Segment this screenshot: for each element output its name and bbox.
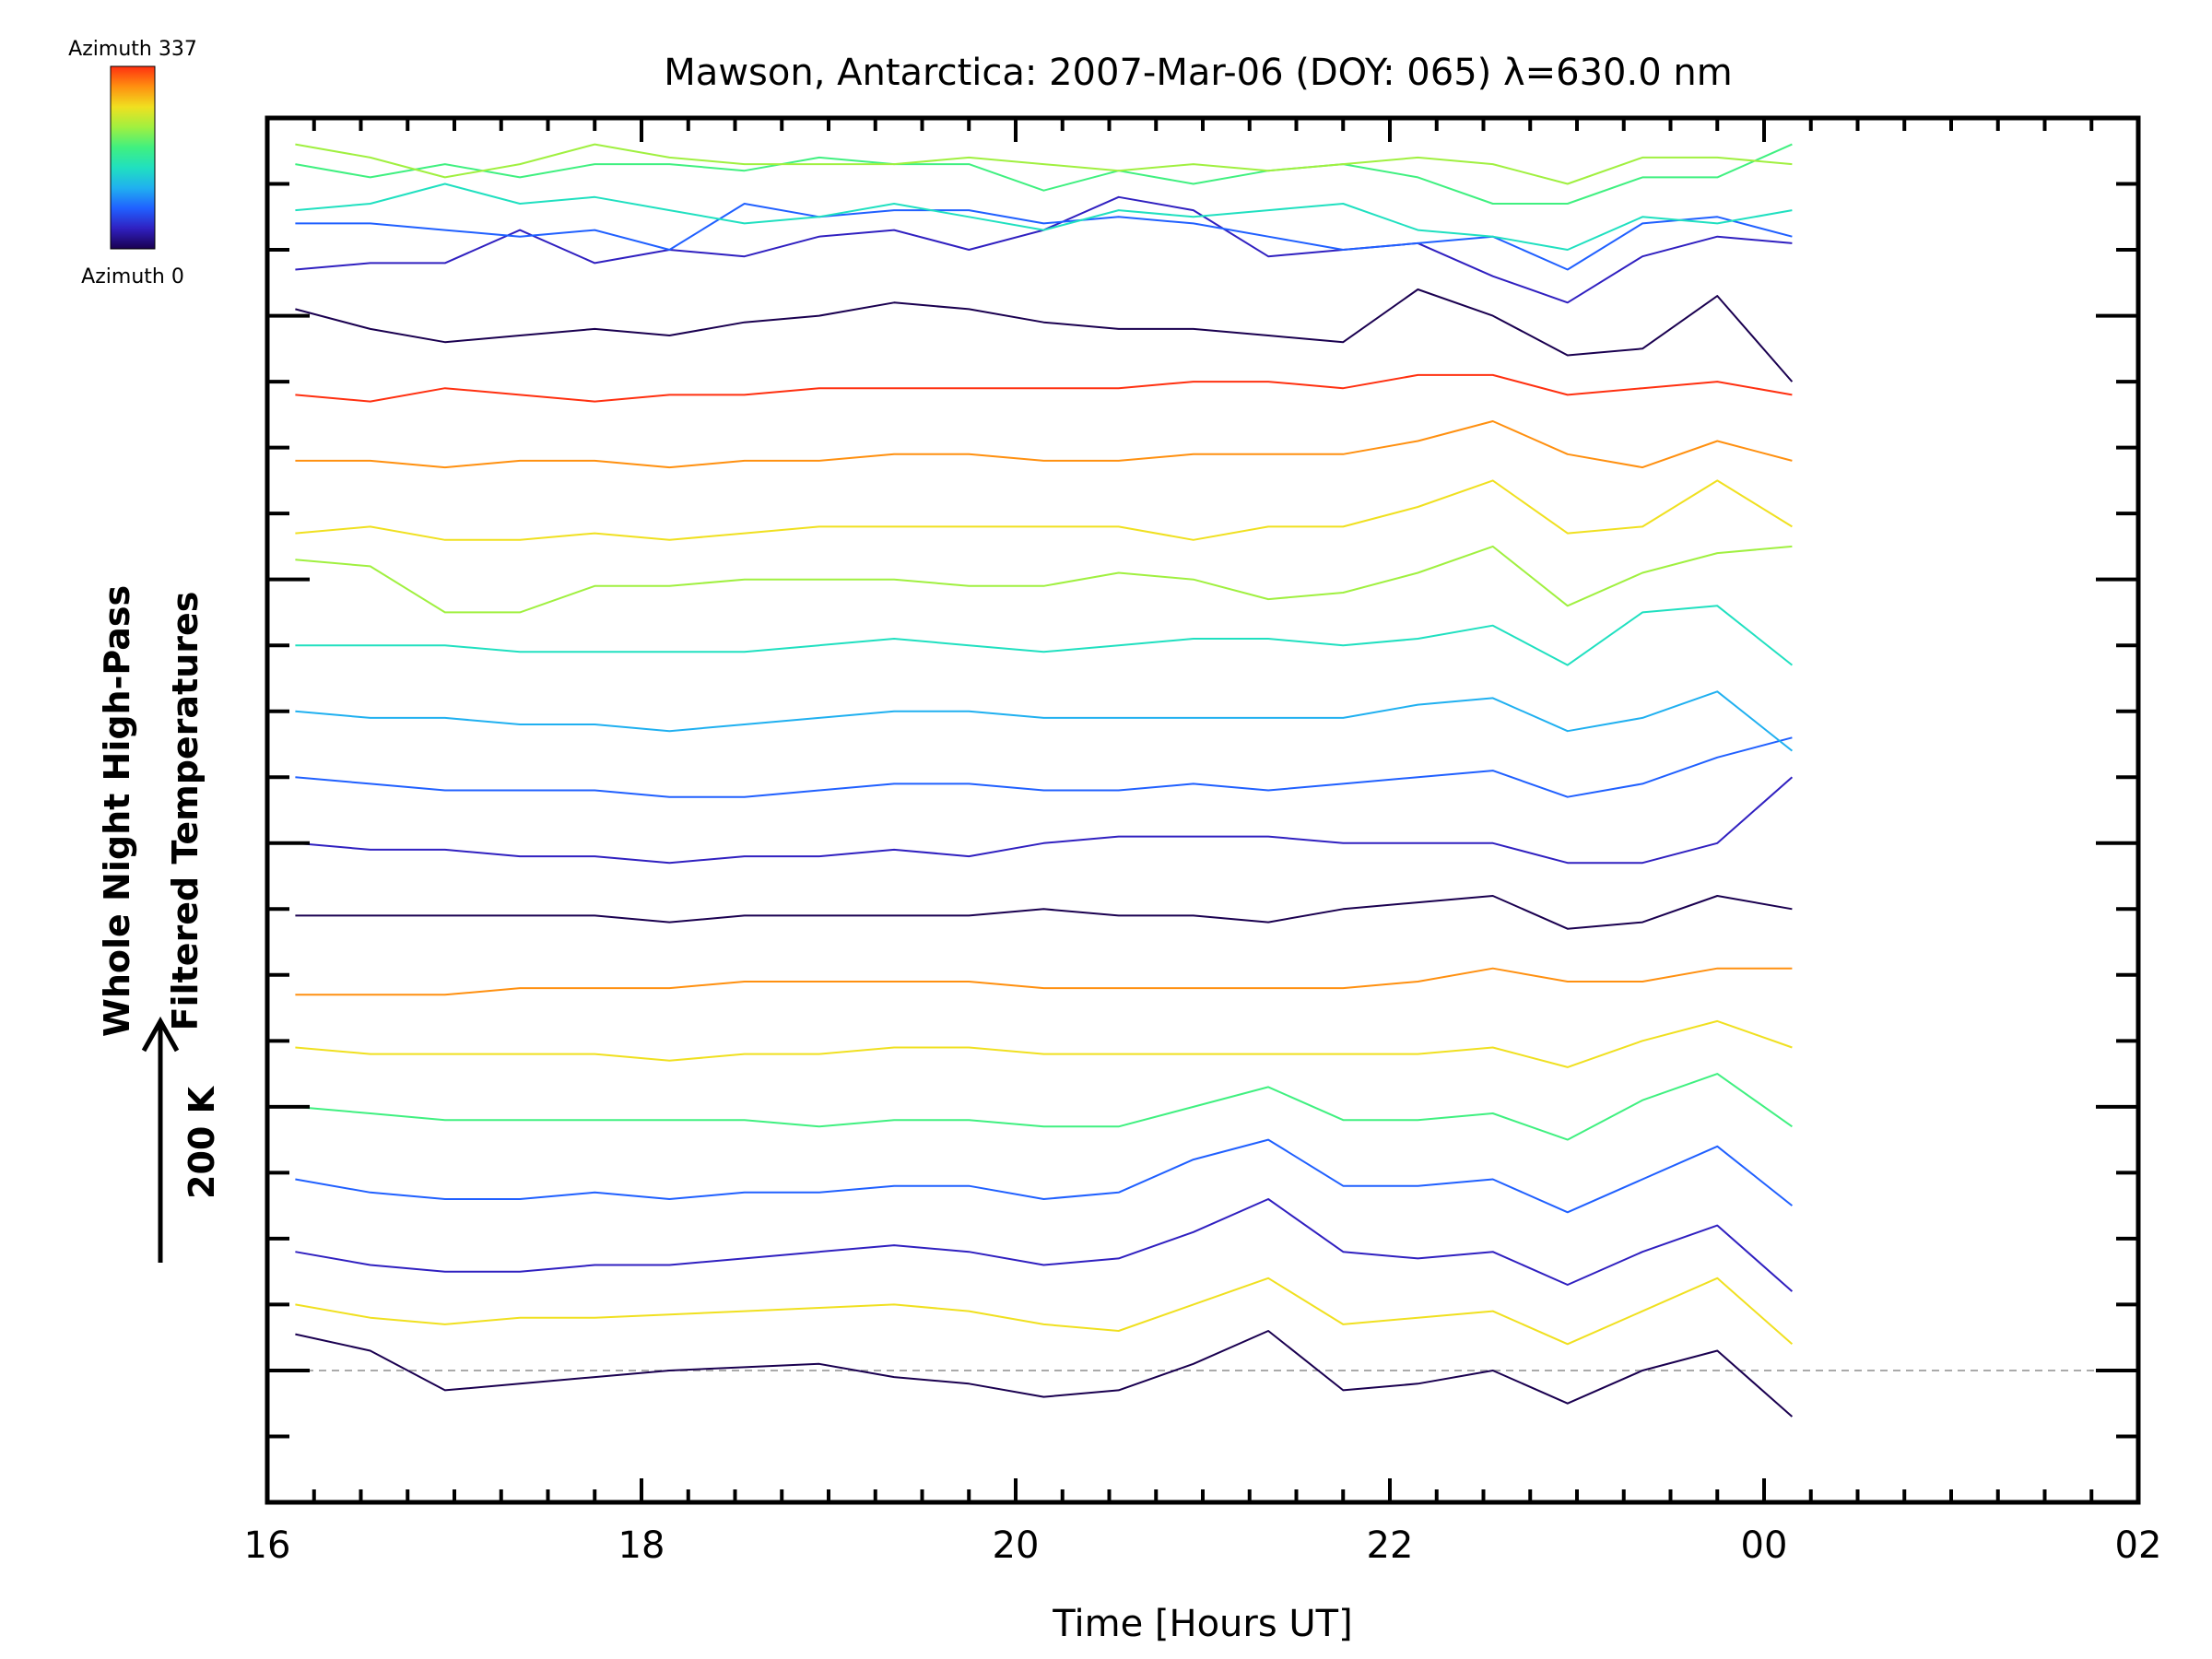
plot-lines xyxy=(267,143,2138,1418)
colorbar-bottom-label: Azimuth 0 xyxy=(81,265,184,288)
series-line-6 xyxy=(295,967,1793,996)
series-line-3 xyxy=(295,1138,1794,1214)
series-line-20 xyxy=(295,143,1793,205)
series-line-21 xyxy=(295,143,1793,185)
x-tick-label: 22 xyxy=(1367,1524,1414,1567)
colorbar-top-label: Azimuth 337 xyxy=(68,38,197,61)
y-axis-label-line2: Filtered Temperatures xyxy=(165,592,206,1031)
series-line-5 xyxy=(295,1019,1793,1068)
x-tick-label: 00 xyxy=(1741,1524,1788,1567)
colorbar-gradient xyxy=(110,65,156,250)
series-line-16 xyxy=(295,288,1794,382)
x-tick-labels: 16 18 20 22 00 02 xyxy=(244,1524,2162,1567)
chart-title: Mawson, Antarctica: 2007-Mar-06 (DOY: 06… xyxy=(664,52,1732,94)
series-line-4 xyxy=(295,1073,1793,1141)
series-line-8 xyxy=(295,776,1794,865)
series-line-1 xyxy=(295,1277,1794,1346)
series-line-2 xyxy=(295,1198,1794,1292)
series-line-11 xyxy=(295,605,1794,666)
scale-bar-label: 200 K xyxy=(182,1085,222,1199)
series-line-18 xyxy=(295,203,1793,271)
series-line-7 xyxy=(295,895,1793,930)
series-line-19 xyxy=(295,182,1793,251)
series-line-0 xyxy=(295,1330,1794,1418)
series-line-13 xyxy=(295,479,1793,541)
y-axis-label-line1: Whole Night High-Pass xyxy=(97,585,137,1037)
plot-frame xyxy=(265,115,2141,1505)
series-line-9 xyxy=(295,736,1793,798)
x-axis-title: Time [Hours UT] xyxy=(1052,1603,1352,1645)
x-tick-label: 02 xyxy=(2115,1524,2162,1567)
axis-ticks xyxy=(265,116,2140,1504)
series-line-10 xyxy=(295,690,1794,752)
x-tick-label: 18 xyxy=(618,1524,665,1567)
series-line-12 xyxy=(295,545,1793,614)
scale-bar-arrowhead xyxy=(141,1016,180,1053)
azimuth-colorbar: Azimuth 337 Azimuth 0 xyxy=(68,38,197,288)
series-line-14 xyxy=(295,420,1793,469)
y-axis-label-group: Whole Night High-Pass Filtered Temperatu… xyxy=(97,585,222,1263)
x-tick-label: 20 xyxy=(993,1524,1040,1567)
x-tick-label: 16 xyxy=(244,1524,291,1567)
series-line-15 xyxy=(295,373,1793,403)
